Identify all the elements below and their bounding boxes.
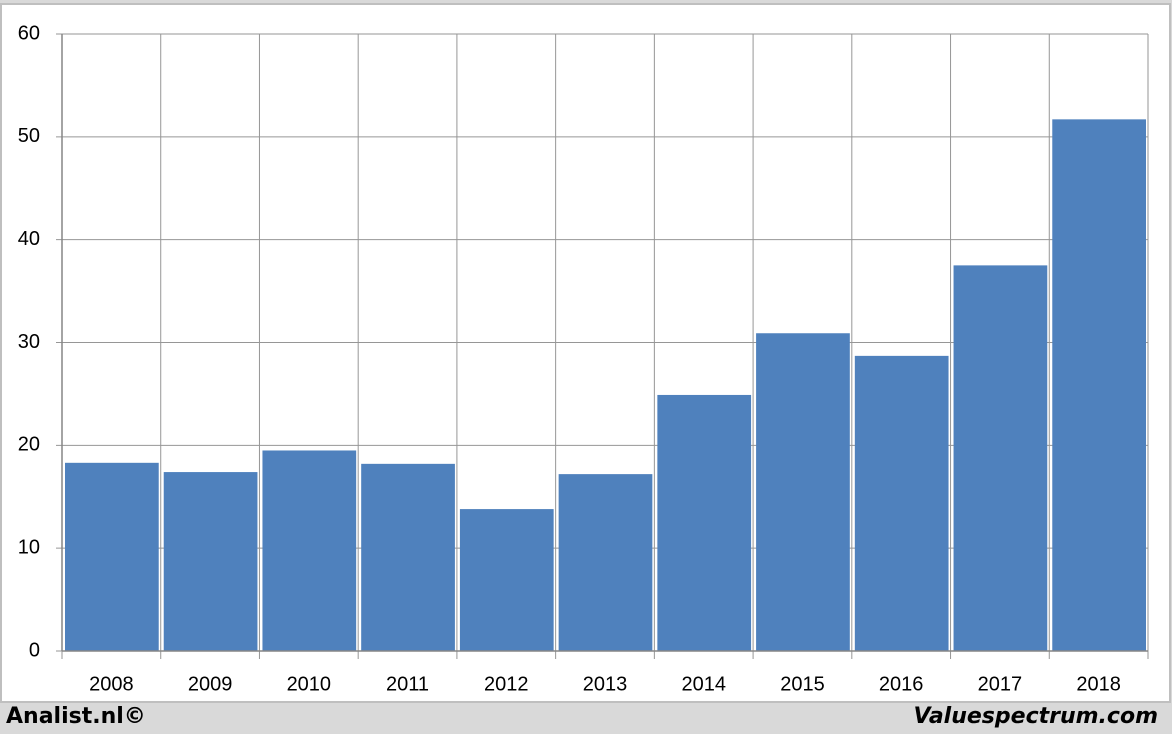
bar bbox=[953, 265, 1048, 651]
y-tick-label: 60 bbox=[18, 22, 40, 44]
x-tick-label: 2014 bbox=[681, 673, 726, 695]
x-tick-label: 2011 bbox=[386, 673, 429, 695]
x-tick-label: 2008 bbox=[89, 673, 134, 695]
footer-right: Valuespectrum.com bbox=[914, 704, 1158, 729]
bar bbox=[756, 333, 850, 651]
bar bbox=[558, 474, 653, 651]
y-tick-label: 0 bbox=[29, 639, 40, 661]
y-tick-label: 40 bbox=[18, 228, 40, 250]
y-tick-label: 10 bbox=[18, 536, 40, 558]
y-tick-label: 30 bbox=[18, 331, 40, 353]
y-tick-label: 50 bbox=[18, 125, 40, 147]
bar bbox=[361, 463, 455, 651]
bar bbox=[262, 450, 357, 651]
bar bbox=[65, 462, 159, 651]
bar bbox=[657, 394, 752, 651]
bar bbox=[163, 472, 258, 651]
x-tick-label: 2016 bbox=[879, 673, 924, 695]
x-tick-label: 2010 bbox=[287, 673, 332, 695]
x-tick-label: 2018 bbox=[1076, 673, 1121, 695]
x-tick-label: 2017 bbox=[978, 673, 1023, 695]
y-tick-label: 20 bbox=[18, 434, 40, 456]
footer-left: Analist.nl© bbox=[6, 704, 146, 729]
x-tick-label: 2012 bbox=[484, 673, 529, 695]
bar bbox=[1052, 119, 1146, 651]
bar bbox=[854, 355, 949, 651]
x-tick-label: 2015 bbox=[780, 673, 825, 695]
x-tick-label: 2013 bbox=[583, 673, 628, 695]
bar bbox=[459, 509, 554, 651]
x-tick-label: 2009 bbox=[188, 673, 233, 695]
